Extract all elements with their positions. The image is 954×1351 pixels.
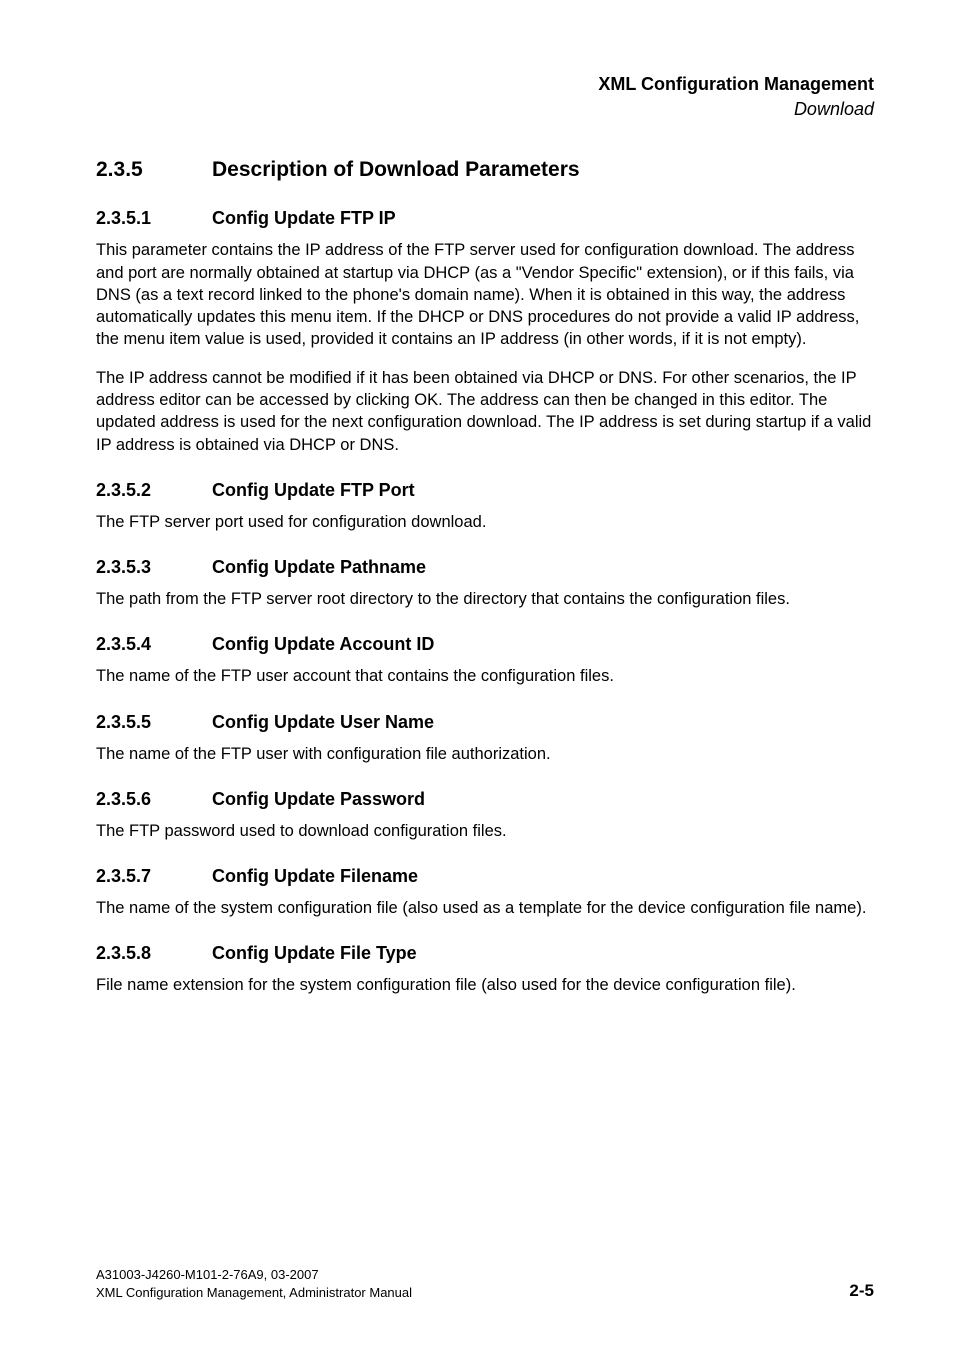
subsection-number: 2.3.5.6 [96,789,212,810]
subsection-title: Config Update Account ID [212,634,434,654]
subsection-title: Config Update Password [212,789,425,809]
body-paragraph: The name of the FTP user with configurat… [96,743,874,765]
subsection-title: Config Update Pathname [212,557,426,577]
subsection-number: 2.3.5.8 [96,943,212,964]
subsection-heading: 2.3.5.4Config Update Account ID [96,634,874,655]
section-title: Description of Download Parameters [212,158,580,181]
footer-doctitle: XML Configuration Management, Administra… [96,1284,412,1302]
subsection-number: 2.3.5.5 [96,712,212,733]
subsection-title: Config Update Filename [212,866,418,886]
subsection-title: Config Update FTP Port [212,480,415,500]
header-subtitle: Download [96,97,874,122]
footer-docid: A31003-J4260-M101-2-76A9, 03-2007 [96,1266,412,1284]
page-header: XML Configuration Management Download [96,72,874,122]
subsection-heading: 2.3.5.8Config Update File Type [96,943,874,964]
section-heading: 2.3.5Description of Download Parameters [96,158,874,182]
subsection-number: 2.3.5.1 [96,208,212,229]
body-paragraph: The name of the FTP user account that co… [96,665,874,687]
subsection-number: 2.3.5.7 [96,866,212,887]
subsection-heading: 2.3.5.2Config Update FTP Port [96,480,874,501]
body-paragraph: This parameter contains the IP address o… [96,239,874,350]
subsection-title: Config Update File Type [212,943,417,963]
subsection-heading: 2.3.5.5Config Update User Name [96,712,874,733]
subsection-number: 2.3.5.3 [96,557,212,578]
header-title: XML Configuration Management [96,72,874,97]
subsection-heading: 2.3.5.3Config Update Pathname [96,557,874,578]
section-number: 2.3.5 [96,158,212,182]
content-area: 2.3.5.1Config Update FTP IP This paramete… [96,208,874,996]
subsection-heading: 2.3.5.7Config Update Filename [96,866,874,887]
subsection-number: 2.3.5.4 [96,634,212,655]
subsection-title: Config Update User Name [212,712,434,732]
footer-left: A31003-J4260-M101-2-76A9, 03-2007 XML Co… [96,1266,412,1301]
body-paragraph: The path from the FTP server root direct… [96,588,874,610]
subsection-title: Config Update FTP IP [212,208,396,228]
body-paragraph: The name of the system configuration fil… [96,897,874,919]
page-footer: A31003-J4260-M101-2-76A9, 03-2007 XML Co… [96,1266,874,1303]
subsection-number: 2.3.5.2 [96,480,212,501]
body-paragraph: The FTP server port used for configurati… [96,511,874,533]
body-paragraph: The FTP password used to download config… [96,820,874,842]
subsection-heading: 2.3.5.1Config Update FTP IP [96,208,874,229]
subsection-heading: 2.3.5.6Config Update Password [96,789,874,810]
footer-page-number: 2-5 [849,1280,874,1303]
body-paragraph: The IP address cannot be modified if it … [96,367,874,456]
body-paragraph: File name extension for the system confi… [96,974,874,996]
